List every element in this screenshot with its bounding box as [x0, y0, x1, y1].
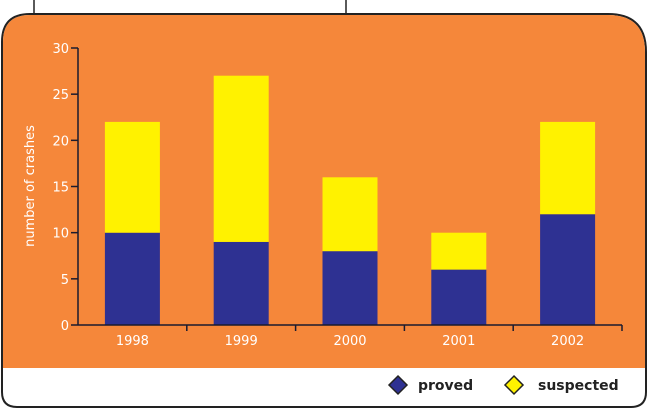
x-tick-label-1999: 1999 — [225, 334, 258, 349]
bar-suspected-1999 — [213, 75, 269, 242]
legend-marker-suspected — [503, 374, 525, 396]
x-tick-label-2000: 2000 — [333, 334, 366, 349]
x-ticks-group: 1998 1999 2000 2001 2002 — [116, 325, 623, 349]
y-tick-label-15: 15 — [52, 181, 69, 196]
bar-suspected-2002 — [540, 121, 596, 215]
bar-proved-2001 — [431, 269, 487, 325]
bar-proved-2002 — [540, 214, 596, 325]
y-axis-label: number of crashes — [23, 125, 38, 247]
x-tick-label-2002: 2002 — [551, 334, 584, 349]
y-tick-label-5: 5 — [61, 273, 69, 288]
legend-marker-proved — [387, 374, 409, 396]
y-tick-label-20: 20 — [52, 134, 69, 149]
y-tick-label-30: 30 — [52, 42, 69, 57]
x-tick-label-2001: 2001 — [442, 334, 475, 349]
legend-label-proved: proved — [418, 378, 473, 394]
bar-proved-1999 — [213, 241, 269, 325]
bar-suspected-2001 — [431, 232, 487, 270]
legend-label-suspected: suspected — [538, 378, 619, 394]
y-tick-label-0: 0 — [61, 319, 69, 334]
bar-suspected-1998 — [104, 121, 160, 233]
x-tick-label-1998: 1998 — [116, 334, 149, 349]
bar-suspected-2000 — [322, 177, 378, 252]
y-tick-label-10: 10 — [52, 227, 69, 242]
y-tick-label-25: 25 — [52, 88, 69, 103]
bars-group — [104, 75, 596, 325]
bar-proved-1998 — [104, 232, 160, 325]
bar-proved-2000 — [322, 251, 378, 325]
y-ticks-group: 0 5 10 15 20 25 30 — [52, 42, 78, 334]
legend: proved suspected — [387, 374, 619, 396]
